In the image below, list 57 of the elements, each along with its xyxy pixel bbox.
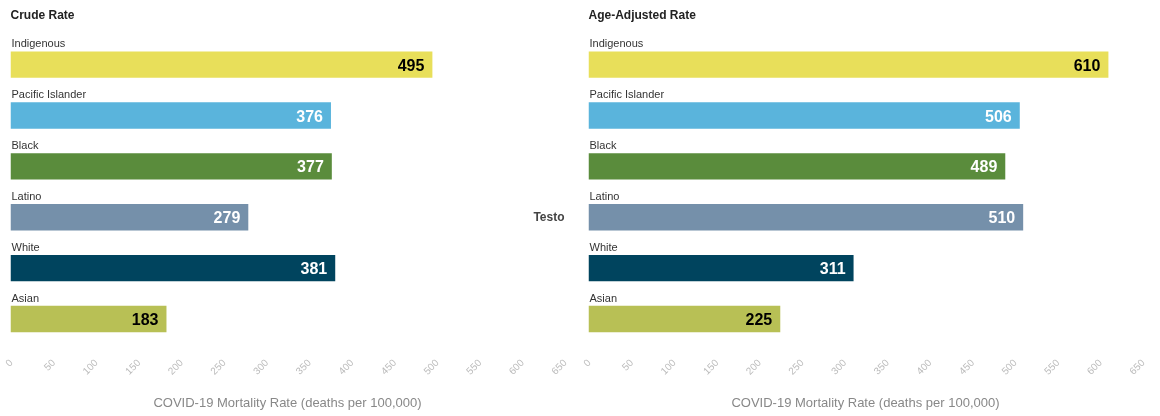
x-tick-label: 400 [336, 356, 356, 377]
x-tick-label: 250 [208, 356, 229, 377]
y-tick-label: Latino [589, 189, 620, 202]
y-tick-label: Indigenous [11, 37, 66, 50]
x-tick-label: 650 [1127, 356, 1148, 377]
x-tick-label: 350 [293, 356, 314, 377]
y-tick-label: Black [589, 139, 617, 152]
x-tick-label: 550 [463, 356, 484, 377]
data-label: 311 [819, 260, 846, 278]
data-label: 376 [296, 107, 324, 125]
x-tick-label: 0 [3, 356, 16, 369]
x-tick-label: 0 [581, 356, 594, 369]
y-tick-label: Black [11, 139, 39, 152]
x-tick-label: 350 [871, 356, 892, 377]
x-axis-title: COVID-19 Mortality Rate (deaths per 100,000) [731, 394, 1000, 410]
x-tick-label: 200 [165, 356, 186, 377]
data-label: 489 [970, 158, 998, 176]
x-tick-label: 550 [1041, 356, 1062, 377]
data-label: 510 [988, 209, 1016, 227]
data-label: 506 [985, 107, 1012, 125]
x-tick-label: 300 [250, 356, 271, 377]
x-axis-title: COVID-19 Mortality Rate (deaths per 100,000) [153, 394, 422, 410]
x-tick-label: 500 [421, 356, 442, 377]
y-tick-label: Latino [11, 189, 42, 202]
x-tick-label: 450 [956, 356, 977, 377]
y-tick-label: Asian [11, 291, 40, 304]
x-tick-label: 200 [743, 356, 764, 377]
data-label: 610 [1073, 56, 1101, 74]
annotation: Testo [533, 210, 565, 225]
data-label: 183 [131, 310, 159, 328]
chart-title: Age-Adjusted Rate [588, 7, 697, 22]
x-tick-label: 150 [701, 356, 721, 377]
x-tick-label: 150 [123, 356, 143, 377]
y-tick-label: White [11, 240, 40, 253]
x-tick-label: 100 [658, 356, 679, 377]
x-tick-label: 250 [786, 356, 807, 377]
y-tick-label: Indigenous [589, 37, 644, 50]
data-label: 279 [213, 209, 241, 227]
x-tick-label: 450 [378, 356, 399, 377]
data-label: 377 [297, 158, 324, 176]
x-tick-label: 50 [41, 356, 58, 373]
y-tick-label: Asian [589, 291, 618, 304]
x-tick-label: 500 [999, 356, 1020, 377]
x-tick-label: 100 [80, 356, 101, 377]
x-tick-label: 600 [1084, 356, 1105, 377]
y-tick-label: White [589, 240, 618, 253]
data-label: 495 [397, 56, 425, 74]
y-tick-label: Pacific Islander [11, 88, 87, 101]
x-tick-label: 400 [914, 356, 934, 377]
x-tick-label: 50 [619, 356, 636, 373]
x-tick-label: 650 [549, 356, 570, 377]
data-label: 225 [745, 310, 773, 328]
x-tick-label: 300 [828, 356, 849, 377]
data-label: 381 [300, 260, 328, 278]
y-tick-label: Pacific Islander [589, 88, 665, 101]
chart-title: Crude Rate [10, 7, 75, 22]
x-tick-label: 600 [506, 356, 527, 377]
